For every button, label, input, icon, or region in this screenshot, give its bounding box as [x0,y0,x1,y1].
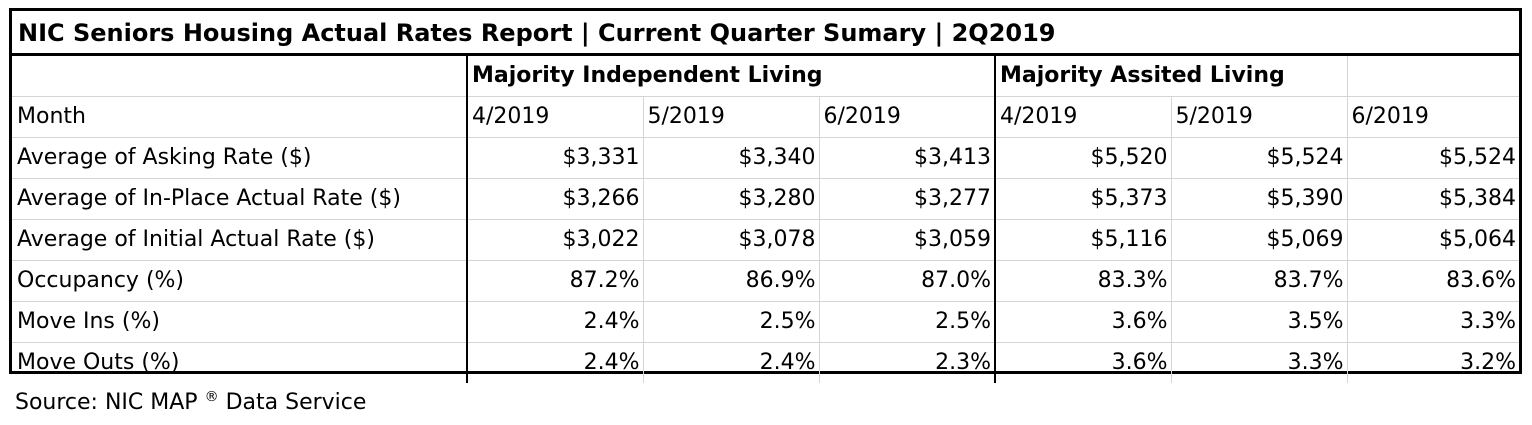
source-text: Source: NIC MAP [15,390,198,415]
table-cell: $3,059 [818,219,995,261]
table-cell: 86.9% [642,260,819,302]
table-cell: $5,384 [1346,178,1520,220]
group-assisted-living: Majority Assited Living [993,56,1348,97]
table-row: Average of Asking Rate ($) $3,331 $3,340… [12,137,1520,179]
table-cell: 83.3% [994,260,1171,302]
table-row: Average of In-Place Actual Rate ($) $3,2… [12,178,1520,220]
table-row: Average of Initial Actual Rate ($) $3,02… [12,219,1520,261]
row-label: Occupancy (%) [12,260,467,302]
month-header: 6/2019 [1346,96,1520,138]
empty-header-cell [12,56,467,97]
table-cell: $5,390 [1170,178,1348,220]
group-header-row: Majority Independent Living Majority Ass… [12,56,1520,97]
table-cell: $3,022 [466,219,643,261]
table-cell: 2.4% [642,342,819,383]
group-independent-living: Majority Independent Living [466,56,995,97]
month-header: 4/2019 [994,96,1171,138]
table-cell: $3,413 [818,137,995,179]
row-label: Average of Asking Rate ($) [12,137,467,179]
table-cell: $5,069 [1170,219,1348,261]
table-cell: 3.6% [994,342,1171,383]
table-cell: 3.5% [1170,301,1348,343]
row-label: Move Outs (%) [12,342,467,383]
table-cell: 3.2% [1346,342,1520,383]
table-cell: $3,078 [642,219,819,261]
rates-table: Majority Independent Living Majority Ass… [12,56,1520,383]
table-cell: 3.3% [1170,342,1348,383]
source-note: Source: NIC MAP ® Data Service [15,382,366,418]
registered-mark: ® [204,389,219,405]
table-cell: $3,277 [818,178,995,220]
table-row: Move Ins (%) 2.4% 2.5% 2.5% 3.6% 3.5% 3.… [12,301,1520,343]
month-label: Month [12,96,467,138]
table-cell: $5,524 [1346,137,1520,179]
month-header: 4/2019 [466,96,643,138]
table-cell: 3.3% [1346,301,1520,343]
table-cell: 87.2% [466,260,643,302]
month-header: 5/2019 [1170,96,1348,138]
month-header: 5/2019 [642,96,819,138]
month-header-row: Month 4/2019 5/2019 6/2019 4/2019 5/2019… [12,96,1520,138]
source-suffix: Data Service [225,390,367,415]
report-table-frame: NIC Seniors Housing Actual Rates Report … [9,8,1522,383]
empty-group-cell [1346,56,1520,97]
table-cell: $5,520 [994,137,1171,179]
table-cell: 83.6% [1346,260,1520,302]
table-cell: $3,340 [642,137,819,179]
table-row: Move Outs (%) 2.4% 2.4% 2.3% 3.6% 3.3% 3… [12,342,1520,383]
table-cell: 2.4% [466,301,643,343]
table-cell: 87.0% [818,260,995,302]
table-cell: $3,280 [642,178,819,220]
row-label: Move Ins (%) [12,301,467,343]
table-cell: 2.3% [818,342,995,383]
table-cell: $5,373 [994,178,1171,220]
row-label: Average of Initial Actual Rate ($) [12,219,467,261]
row-label: Average of In-Place Actual Rate ($) [12,178,467,220]
table-row: Occupancy (%) 87.2% 86.9% 87.0% 83.3% 83… [12,260,1520,302]
table-cell: $3,266 [466,178,643,220]
table-cell: $5,064 [1346,219,1520,261]
table-cell: 2.4% [466,342,643,383]
table-cell: $5,524 [1170,137,1348,179]
month-header: 6/2019 [818,96,995,138]
table-cell: 2.5% [818,301,995,343]
table-cell: $5,116 [994,219,1171,261]
table-cell: $3,331 [466,137,643,179]
table-cell: 3.6% [994,301,1171,343]
report-title: NIC Seniors Housing Actual Rates Report … [12,11,1519,56]
table-cell: 2.5% [642,301,819,343]
table-cell: 83.7% [1170,260,1348,302]
